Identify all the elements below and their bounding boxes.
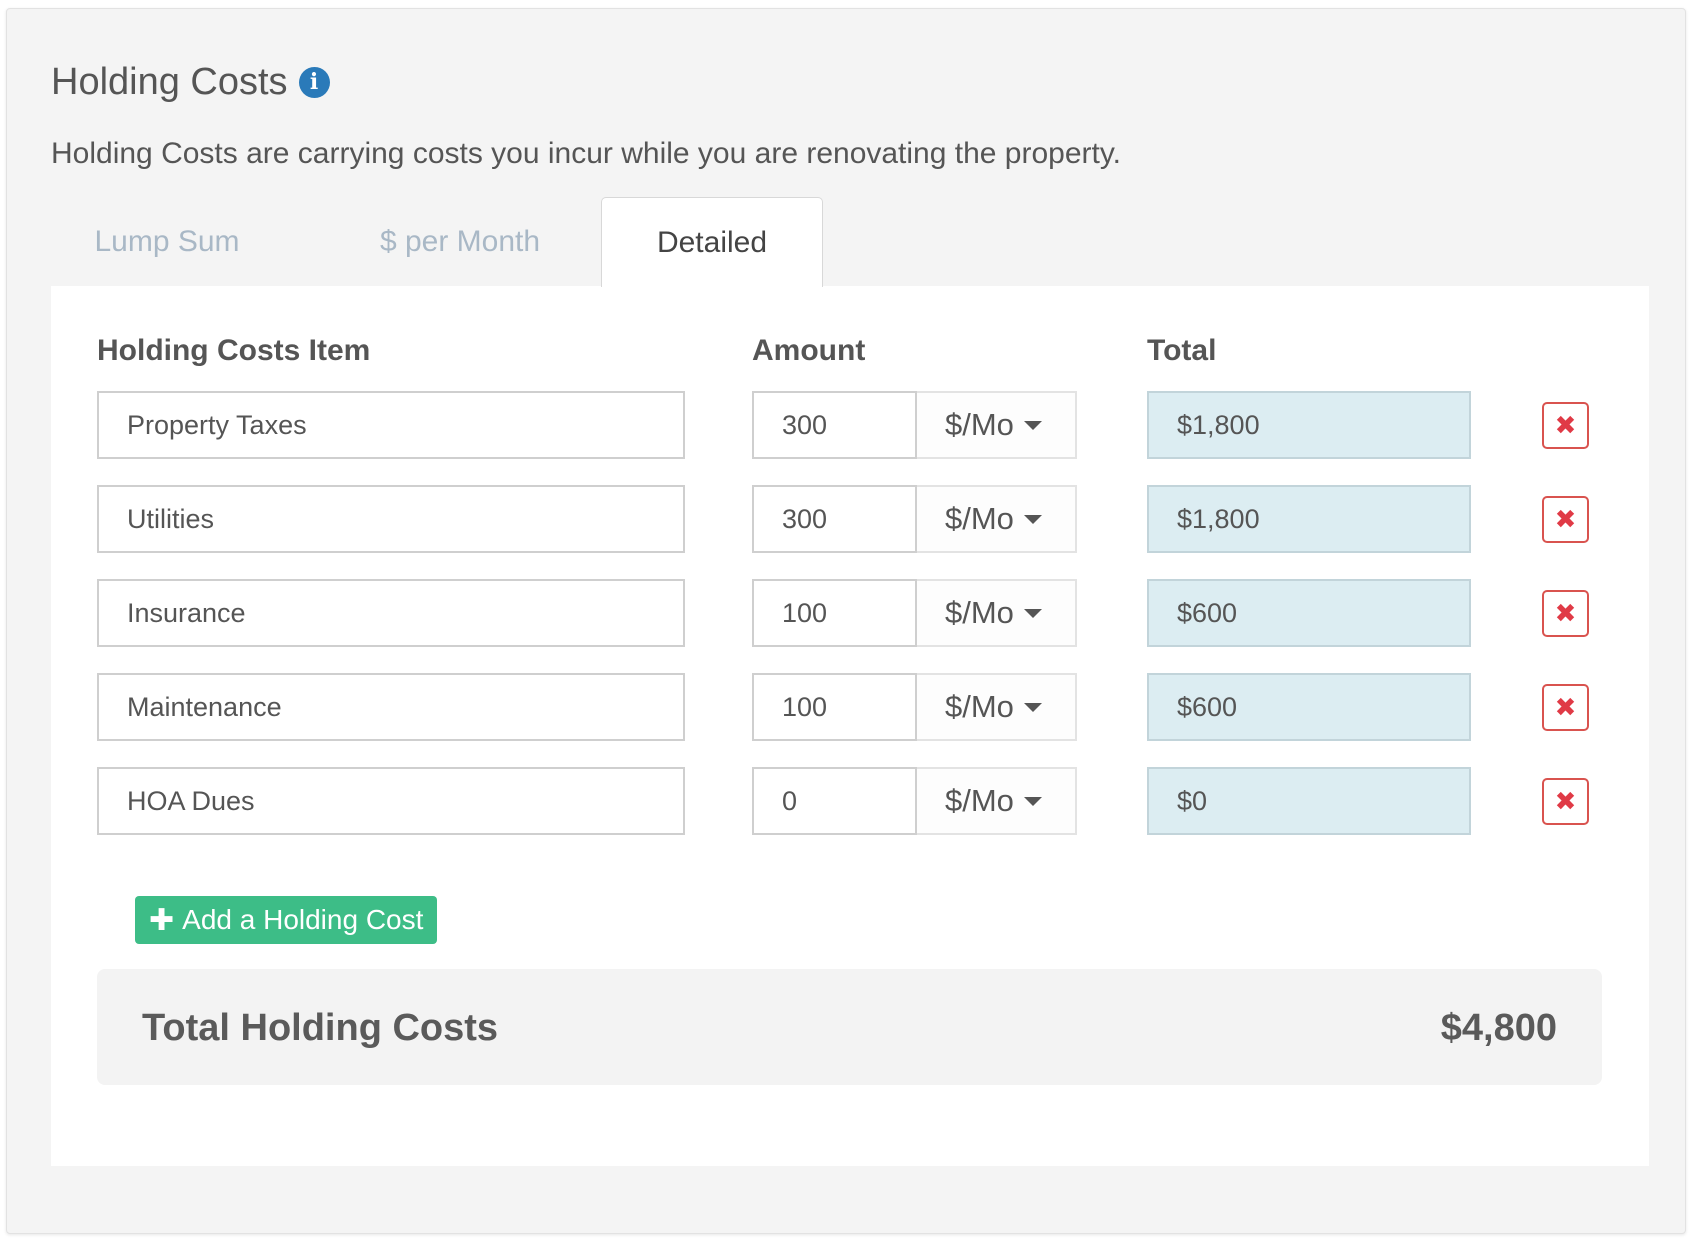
amount-input[interactable]: 0	[752, 767, 917, 835]
page-title: Holding Costs	[51, 61, 288, 103]
close-icon: ✖	[1554, 598, 1577, 629]
info-icon[interactable]: i	[298, 66, 330, 98]
unit-dropdown-value: $/Mo	[945, 783, 1014, 818]
amount-input[interactable]: 100	[752, 673, 917, 741]
holding-costs-card: Holding Costs i Holding Costs are carryi…	[6, 8, 1686, 1234]
chevron-down-icon	[1023, 514, 1042, 524]
chevron-down-icon	[1023, 796, 1042, 806]
cost-row: Utilities 300 $/Mo $1,800 ✖	[51, 485, 1649, 553]
unit-dropdown-value: $/Mo	[945, 689, 1014, 724]
close-icon: ✖	[1554, 786, 1577, 817]
delete-row-button[interactable]: ✖	[1542, 496, 1589, 543]
unit-dropdown[interactable]: $/Mo	[917, 767, 1077, 835]
total-summary: Total Holding Costs $4,800	[97, 969, 1602, 1085]
chevron-down-icon	[1023, 608, 1042, 618]
row-total-field: $1,800	[1147, 391, 1471, 459]
cost-row: Maintenance 100 $/Mo $600 ✖	[51, 673, 1649, 741]
item-name-input[interactable]: Property Taxes	[97, 391, 685, 459]
add-button-label: Add a Holding Cost	[182, 904, 424, 935]
item-name-input[interactable]: Utilities	[97, 485, 685, 553]
add-holding-cost-button[interactable]: ✚ Add a Holding Cost	[135, 896, 438, 944]
close-icon: ✖	[1554, 504, 1577, 535]
column-header-total: Total	[1147, 334, 1217, 367]
tab-per-month[interactable]: $ per Month	[379, 225, 541, 258]
tab-detailed[interactable]: Detailed	[601, 197, 823, 287]
delete-row-button[interactable]: ✖	[1542, 684, 1589, 731]
delete-row-button[interactable]: ✖	[1542, 402, 1589, 449]
unit-dropdown-value: $/Mo	[945, 407, 1014, 442]
close-icon: ✖	[1554, 410, 1577, 441]
row-total-field: $600	[1147, 579, 1471, 647]
row-total-field: $1,800	[1147, 485, 1471, 553]
cost-row: Insurance 100 $/Mo $600 ✖	[51, 579, 1649, 647]
tab-lump-sum[interactable]: Lump Sum	[94, 225, 240, 258]
item-name-input[interactable]: Insurance	[97, 579, 685, 647]
column-header-amount: Amount	[752, 334, 866, 367]
unit-dropdown[interactable]: $/Mo	[917, 579, 1077, 647]
unit-dropdown-value: $/Mo	[945, 501, 1014, 536]
total-label: Total Holding Costs	[142, 1007, 499, 1049]
detailed-panel: Holding Costs Item Amount Total Property…	[51, 286, 1649, 1166]
amount-input[interactable]: 300	[752, 485, 917, 553]
unit-dropdown[interactable]: $/Mo	[917, 391, 1077, 459]
section-description: Holding Costs are carrying costs you inc…	[51, 137, 1121, 170]
total-value: $4,800	[1440, 1007, 1557, 1049]
delete-row-button[interactable]: ✖	[1542, 778, 1589, 825]
chevron-down-icon	[1023, 702, 1042, 712]
item-name-input[interactable]: Maintenance	[97, 673, 685, 741]
close-icon: ✖	[1554, 692, 1577, 723]
row-total-field: $600	[1147, 673, 1471, 741]
row-total-field: $0	[1147, 767, 1471, 835]
cost-row: Property Taxes 300 $/Mo $1,800 ✖	[51, 391, 1649, 459]
delete-row-button[interactable]: ✖	[1542, 590, 1589, 637]
unit-dropdown[interactable]: $/Mo	[917, 485, 1077, 553]
item-name-input[interactable]: HOA Dues	[97, 767, 685, 835]
column-header-item: Holding Costs Item	[97, 334, 371, 367]
plus-icon: ✚	[149, 903, 175, 937]
chevron-down-icon	[1023, 420, 1042, 430]
unit-dropdown-value: $/Mo	[945, 595, 1014, 630]
amount-input[interactable]: 100	[752, 579, 917, 647]
unit-dropdown[interactable]: $/Mo	[917, 673, 1077, 741]
section-heading: Holding Costs i	[51, 63, 330, 101]
cost-row: HOA Dues 0 $/Mo $0 ✖	[51, 767, 1649, 835]
amount-input[interactable]: 300	[752, 391, 917, 459]
